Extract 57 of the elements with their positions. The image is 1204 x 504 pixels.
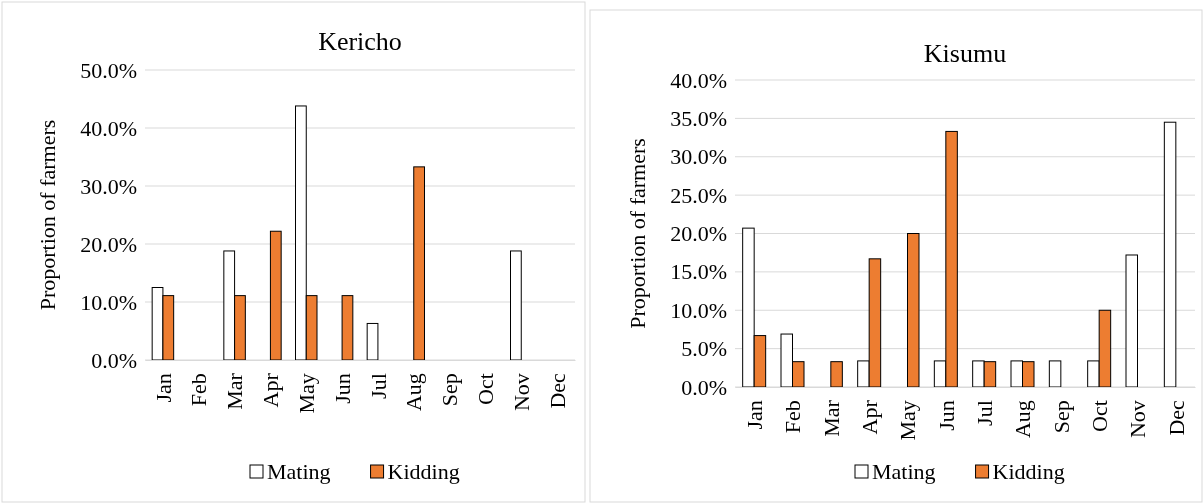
x-tick-label: Apr bbox=[258, 372, 284, 408]
x-tick-label: Jan bbox=[741, 400, 767, 430]
legend-label: Kidding bbox=[387, 459, 460, 484]
y-tick-label: 30.0% bbox=[80, 173, 137, 199]
legend-label: Mating bbox=[872, 459, 936, 484]
bar bbox=[510, 250, 522, 361]
x-tick-label: Oct bbox=[1086, 400, 1112, 432]
y-axis-title: Proportion of farmers bbox=[35, 119, 60, 311]
y-axis-title: Proportion of farmers bbox=[625, 138, 650, 329]
x-tick-label: Jul bbox=[365, 373, 391, 399]
y-tick-label: 5.0% bbox=[681, 336, 727, 362]
chart-title: Kericho bbox=[318, 27, 402, 56]
chart-title: Kisumu bbox=[923, 39, 1007, 68]
y-tick-label: 50.0% bbox=[80, 57, 137, 83]
x-tick-label: May bbox=[293, 373, 319, 414]
bar bbox=[341, 295, 354, 361]
x-tick-label: Dec bbox=[1163, 399, 1189, 436]
bar bbox=[830, 361, 843, 388]
y-tick-label: 0.0% bbox=[91, 347, 137, 373]
y-tick-label: 15.0% bbox=[670, 259, 727, 285]
x-tick-label: Mar bbox=[818, 399, 844, 437]
x-tick-label: Feb bbox=[780, 400, 806, 434]
y-tick-label: 10.0% bbox=[670, 297, 727, 323]
bar bbox=[413, 166, 425, 361]
x-tick-label: May bbox=[895, 400, 921, 441]
y-tick-label: 30.0% bbox=[670, 144, 727, 170]
y-tick-label: 25.0% bbox=[670, 182, 727, 208]
x-tick-label: Mar bbox=[222, 372, 248, 410]
x-tick-label: Jul bbox=[971, 400, 997, 426]
x-tick-label: Sep bbox=[1048, 400, 1074, 434]
y-tick-label: 40.0% bbox=[670, 67, 727, 93]
legend-label: Mating bbox=[267, 459, 331, 484]
x-tick-label: Nov bbox=[508, 373, 534, 412]
x-tick-label: Aug bbox=[1010, 400, 1036, 439]
y-tick-label: 0.0% bbox=[681, 374, 727, 400]
y-tick-label: 35.0% bbox=[670, 105, 727, 131]
bar bbox=[1048, 360, 1062, 388]
y-tick-label: 40.0% bbox=[80, 115, 137, 141]
y-tick-label: 10.0% bbox=[80, 289, 137, 315]
bar bbox=[1125, 254, 1138, 388]
x-tick-label: Feb bbox=[186, 373, 212, 407]
x-tick-label: Nov bbox=[1125, 400, 1151, 439]
bar bbox=[907, 233, 920, 388]
y-tick-label: 20.0% bbox=[80, 231, 137, 257]
x-tick-label: Jun bbox=[933, 400, 959, 431]
legend-label: Kidding bbox=[992, 459, 1065, 484]
x-tick-label: Apr bbox=[856, 399, 882, 435]
x-tick-label: Oct bbox=[473, 373, 499, 405]
x-tick-label: Jun bbox=[329, 373, 355, 404]
x-tick-label: Dec bbox=[544, 372, 570, 409]
x-tick-label: Sep bbox=[437, 373, 463, 407]
bar bbox=[366, 322, 379, 361]
bar bbox=[269, 230, 282, 361]
x-tick-label: Aug bbox=[401, 373, 427, 412]
bar bbox=[1163, 121, 1177, 388]
y-tick-label: 20.0% bbox=[670, 221, 727, 247]
x-tick-label: Jan bbox=[150, 373, 176, 403]
